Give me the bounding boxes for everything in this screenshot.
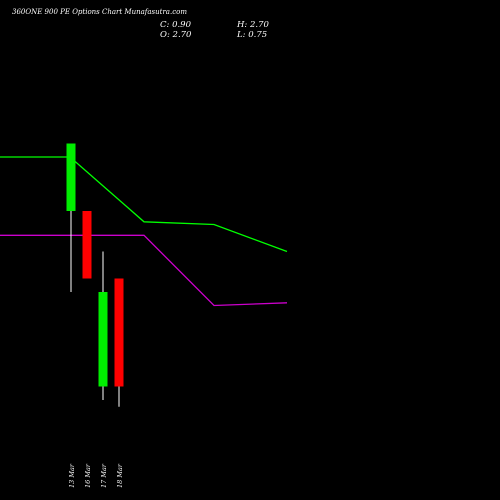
x-tick-label: 17 Mar <box>100 463 108 488</box>
candle-body <box>82 211 92 279</box>
ma-line-slow <box>0 234 288 307</box>
candle <box>66 143 76 292</box>
candle-body <box>114 278 124 387</box>
open-readout: O: 2.70 <box>160 30 192 40</box>
candle-body <box>98 292 108 387</box>
x-tick-label: 13 Mar <box>68 463 76 488</box>
x-tick-label: 16 Mar <box>84 463 92 488</box>
x-axis-labels: 13 Mar 16 Mar 17 Mar 18 Mar <box>68 463 124 488</box>
candle <box>114 278 124 407</box>
moving-average-layer <box>0 156 288 307</box>
candle <box>82 211 92 279</box>
candle-layer <box>66 143 124 407</box>
ma-line-fast <box>0 156 288 253</box>
candle-body <box>66 143 76 211</box>
close-readout: C: 0.90 <box>160 20 192 30</box>
candle <box>98 251 108 400</box>
x-tick-label: 18 Mar <box>116 463 124 488</box>
chart-title: 360ONE 900 PE Options Chart Munafasutra.… <box>12 8 187 16</box>
high-readout: H: 2.70 <box>236 20 269 30</box>
low-readout: L: 0.75 <box>236 30 267 40</box>
